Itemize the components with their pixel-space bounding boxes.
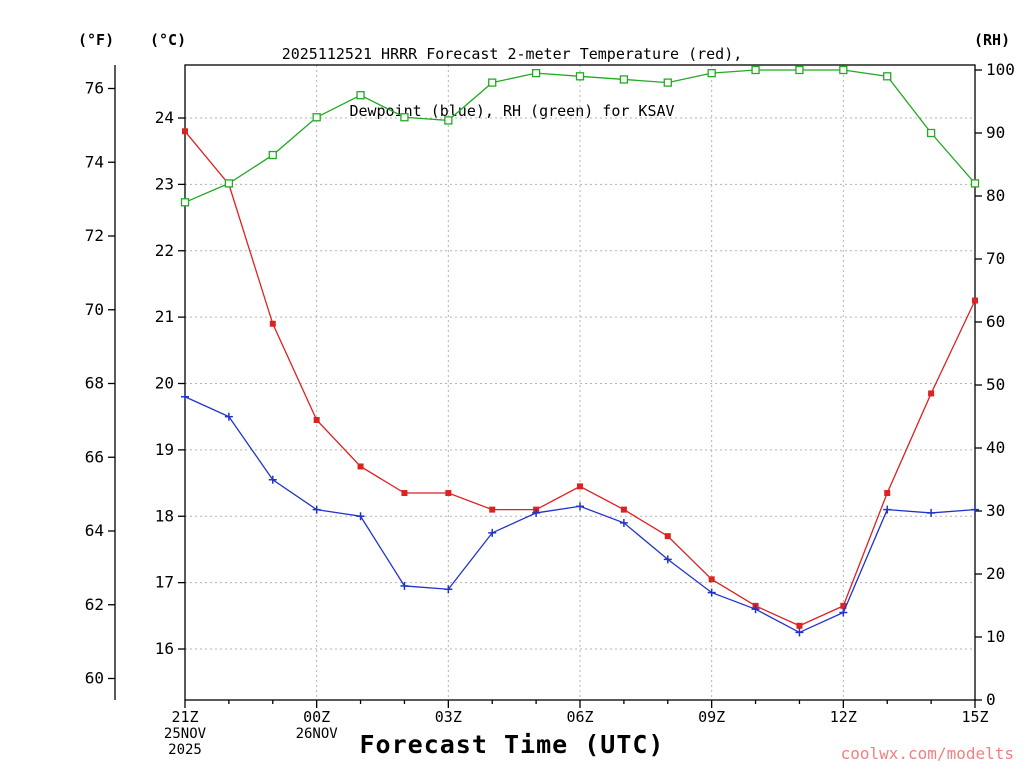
rh-marker — [751, 65, 760, 75]
fahrenheit-tick-label: 62 — [85, 595, 104, 614]
fahrenheit-tick-label: 60 — [85, 669, 104, 688]
temperature-marker — [664, 533, 671, 540]
fahrenheit-tick-label: 66 — [85, 447, 104, 466]
rh-marker — [795, 65, 804, 75]
temperature-marker — [401, 490, 408, 497]
rh-marker — [531, 69, 541, 78]
fahrenheit-tick-label: 64 — [85, 521, 104, 540]
time-tick-label: 12Z — [830, 708, 857, 726]
rh-marker — [224, 179, 234, 188]
fahrenheit-tick-label: 72 — [85, 226, 104, 245]
rh-marker — [619, 75, 629, 84]
rh-marker — [707, 69, 716, 78]
temperature-marker — [796, 622, 803, 629]
rh-marker — [268, 150, 277, 160]
rh-marker — [400, 113, 409, 122]
celsius-tick-label: 17 — [155, 573, 174, 592]
chart-title-line2: Dewpoint (blue), RH (green) for KSAV — [349, 102, 675, 120]
temperature-marker — [269, 320, 276, 327]
rh-marker — [883, 72, 892, 81]
rh-marker — [356, 91, 365, 100]
date-label: 2025 — [168, 742, 202, 758]
rh-marker — [926, 128, 936, 138]
temperature-marker — [445, 490, 452, 497]
rh-tick-label: 10 — [986, 627, 1005, 646]
rh-tick-label: 0 — [986, 690, 996, 709]
rh-tick-label: 80 — [986, 186, 1005, 205]
rh-marker — [970, 179, 980, 188]
rh-unit-label: (RH) — [974, 31, 1011, 49]
fahrenheit-tick-label: 68 — [85, 374, 104, 393]
temperature-marker — [182, 128, 188, 135]
rh-marker — [488, 78, 497, 87]
time-tick-label: 15Z — [961, 708, 988, 726]
time-tick-label: 03Z — [435, 708, 462, 726]
rh-tick-label: 70 — [986, 249, 1005, 268]
time-tick-label: 21Z — [171, 708, 198, 726]
date-label: 26NOV — [296, 726, 339, 742]
rh-tick-label: 50 — [986, 375, 1005, 394]
chart-title-line1: 2025112521 HRRR Forecast 2-meter Tempera… — [281, 45, 743, 63]
rh-marker — [663, 78, 672, 87]
chart-title: 2025112521 HRRR Forecast 2-meter Tempera… — [0, 7, 1024, 159]
temperature-marker — [708, 576, 715, 583]
temperature-marker — [313, 417, 320, 424]
celsius-tick-label: 23 — [155, 174, 174, 193]
fahrenheit-unit-label: (°F) — [78, 31, 115, 49]
fahrenheit-tick-label: 70 — [85, 300, 104, 319]
time-tick-label: 06Z — [566, 708, 593, 726]
rh-marker — [444, 116, 453, 125]
celsius-unit-label: (°C) — [150, 31, 187, 49]
temperature-marker — [972, 297, 978, 304]
temperature-marker — [357, 463, 364, 470]
celsius-tick-label: 22 — [155, 241, 174, 260]
temperature-marker — [928, 390, 935, 397]
celsius-tick-label: 24 — [155, 108, 174, 127]
rh-tick-label: 60 — [986, 312, 1005, 331]
temperature-marker — [884, 490, 891, 497]
temperature-marker — [840, 602, 847, 609]
temperature-marker — [489, 506, 496, 513]
watermark-link[interactable]: coolwx.com/modelts — [840, 744, 1014, 763]
x-axis-title: Forecast Time (UTC) — [359, 730, 665, 759]
rh-tick-label: 90 — [986, 123, 1005, 142]
dewpoint-line — [184, 396, 976, 634]
rh-marker — [180, 198, 190, 207]
rh-tick-label: 20 — [986, 564, 1005, 583]
celsius-tick-label: 21 — [155, 307, 174, 326]
time-tick-label: 00Z — [303, 708, 330, 726]
date-label: 25NOV — [164, 726, 207, 742]
temperature-marker — [620, 506, 627, 513]
temperature-marker — [577, 483, 583, 490]
time-tick-label: 09Z — [698, 708, 725, 726]
rh-tick-label: 100 — [986, 60, 1015, 79]
rh-tick-label: 40 — [986, 438, 1005, 457]
celsius-tick-label: 20 — [155, 374, 174, 393]
rh-tick-label: 30 — [986, 501, 1005, 520]
fahrenheit-tick-label: 76 — [85, 79, 104, 98]
celsius-tick-label: 18 — [155, 506, 174, 525]
rh-marker — [839, 65, 848, 75]
rh-marker — [575, 72, 585, 81]
fahrenheit-tick-label: 74 — [85, 152, 104, 171]
celsius-tick-label: 19 — [155, 440, 174, 459]
rh-marker — [312, 113, 321, 122]
celsius-tick-label: 16 — [155, 639, 174, 658]
